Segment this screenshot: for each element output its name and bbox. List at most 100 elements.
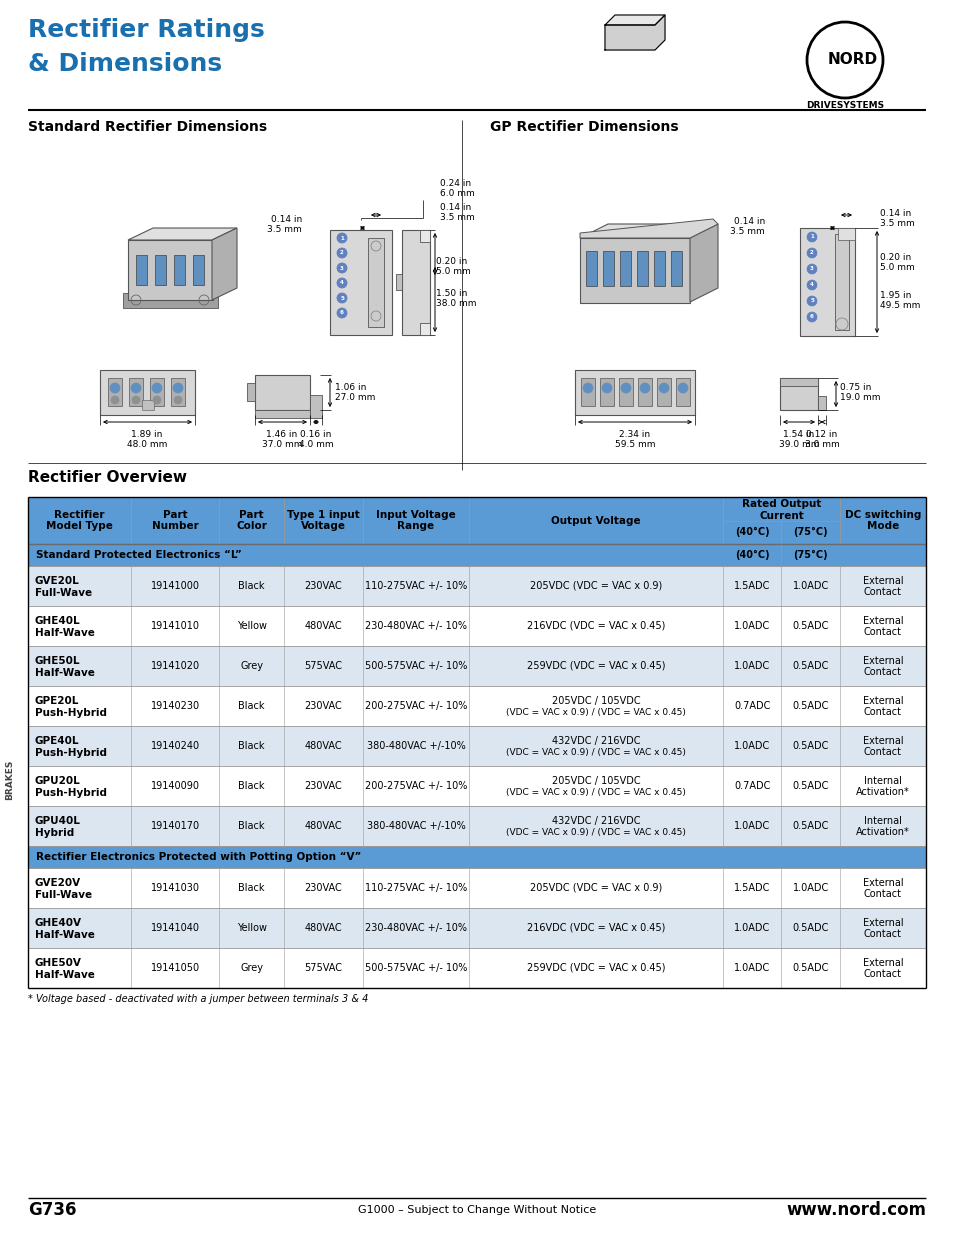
Text: Full-Wave: Full-Wave — [35, 890, 92, 900]
Text: 2: 2 — [809, 251, 813, 256]
Text: (VDC = VAC x 0.9) / (VDC = VAC x 0.45): (VDC = VAC x 0.9) / (VDC = VAC x 0.45) — [505, 747, 685, 757]
Text: 6: 6 — [339, 310, 344, 315]
Text: External: External — [862, 918, 902, 927]
Text: Push-Hybrid: Push-Hybrid — [35, 788, 107, 798]
Text: 205VDC (VDC = VAC x 0.9): 205VDC (VDC = VAC x 0.9) — [529, 883, 661, 893]
Text: 19141020: 19141020 — [151, 661, 199, 671]
Bar — [657, 378, 670, 406]
Text: BRAKES: BRAKES — [6, 760, 14, 800]
Text: Rectifier
Model Type: Rectifier Model Type — [46, 510, 113, 531]
Text: 230VAC: 230VAC — [304, 580, 342, 592]
Text: GHE50L: GHE50L — [35, 656, 80, 666]
Text: Black: Black — [238, 741, 265, 751]
Text: Hybrid: Hybrid — [35, 827, 74, 839]
Text: Push-Hybrid: Push-Hybrid — [35, 748, 107, 758]
Circle shape — [336, 248, 347, 258]
Text: 19140230: 19140230 — [151, 701, 199, 711]
Text: 205VDC / 105VDC: 205VDC / 105VDC — [551, 776, 639, 785]
Bar — [28, 685, 925, 726]
Text: 1.50 in: 1.50 in — [436, 289, 467, 298]
Text: 0.5ADC: 0.5ADC — [792, 741, 828, 751]
Text: www.nord.com: www.nord.com — [785, 1200, 925, 1219]
Text: Contact: Contact — [863, 667, 901, 677]
Text: 59.5 mm: 59.5 mm — [614, 440, 655, 450]
Circle shape — [173, 396, 182, 404]
Text: Activation*: Activation* — [855, 827, 909, 837]
Text: GVE20V: GVE20V — [35, 878, 81, 888]
Bar — [193, 254, 204, 285]
Text: 216VDC (VDC = VAC x 0.45): 216VDC (VDC = VAC x 0.45) — [526, 923, 664, 932]
Text: 432VDC / 216VDC: 432VDC / 216VDC — [551, 736, 639, 746]
Text: Internal: Internal — [863, 816, 901, 826]
Text: 0.14 in: 0.14 in — [271, 215, 302, 225]
Text: External: External — [862, 616, 902, 626]
Text: 0.14 in: 0.14 in — [879, 209, 910, 217]
Circle shape — [131, 383, 141, 393]
Bar — [602, 251, 614, 287]
Text: (75°C): (75°C) — [793, 527, 827, 537]
Text: External: External — [862, 697, 902, 706]
Text: Contact: Contact — [863, 889, 901, 899]
Bar — [580, 378, 595, 406]
Text: 500-575VAC +/- 10%: 500-575VAC +/- 10% — [364, 963, 467, 973]
Text: 480VAC: 480VAC — [304, 821, 342, 831]
Bar — [619, 251, 630, 287]
Bar — [837, 228, 854, 240]
Text: Activation*: Activation* — [855, 787, 909, 797]
Text: External: External — [862, 878, 902, 888]
Text: 4: 4 — [339, 280, 344, 285]
Text: Contact: Contact — [863, 747, 901, 757]
Text: 0.14 in: 0.14 in — [733, 217, 764, 226]
Text: Rectifier Electronics Protected with Potting Option “V”: Rectifier Electronics Protected with Pot… — [36, 852, 361, 862]
Text: 5.0 mm: 5.0 mm — [436, 268, 470, 277]
Text: 1.0ADC: 1.0ADC — [792, 883, 828, 893]
Text: Black: Black — [238, 821, 265, 831]
Text: 200-275VAC +/- 10%: 200-275VAC +/- 10% — [364, 701, 467, 711]
Text: 49.5 mm: 49.5 mm — [879, 300, 920, 310]
Text: 4.0 mm: 4.0 mm — [298, 440, 333, 450]
Text: External: External — [862, 656, 902, 666]
Text: 0.5ADC: 0.5ADC — [792, 821, 828, 831]
Bar — [28, 726, 925, 766]
Bar — [670, 251, 681, 287]
Polygon shape — [604, 15, 664, 25]
Text: GPE40L: GPE40L — [35, 736, 79, 746]
Text: 3: 3 — [339, 266, 344, 270]
Text: 4: 4 — [809, 283, 813, 288]
Text: Standard Protected Electronics “L”: Standard Protected Electronics “L” — [36, 550, 242, 559]
Text: & Dimensions: & Dimensions — [28, 52, 222, 77]
Text: Contact: Contact — [863, 627, 901, 637]
Text: 0.14 in: 0.14 in — [439, 204, 471, 212]
Bar — [28, 846, 925, 868]
Bar — [150, 378, 164, 406]
Text: Contact: Contact — [863, 929, 901, 939]
Text: Contact: Contact — [863, 969, 901, 979]
Text: Half-Wave: Half-Wave — [35, 969, 94, 981]
Circle shape — [111, 396, 119, 404]
Text: Black: Black — [238, 580, 265, 592]
Text: Standard Rectifier Dimensions: Standard Rectifier Dimensions — [28, 120, 267, 135]
Text: Half-Wave: Half-Wave — [35, 930, 94, 940]
Bar — [676, 378, 689, 406]
Circle shape — [172, 383, 183, 393]
Bar — [28, 806, 925, 846]
Text: 2.34 in: 2.34 in — [618, 430, 650, 438]
Text: 1.0ADC: 1.0ADC — [734, 821, 770, 831]
Text: 5: 5 — [339, 295, 344, 300]
Text: 5.0 mm: 5.0 mm — [879, 263, 914, 273]
Text: 19140090: 19140090 — [151, 781, 199, 790]
Bar — [247, 383, 254, 401]
Text: (VDC = VAC x 0.9) / (VDC = VAC x 0.45): (VDC = VAC x 0.9) / (VDC = VAC x 0.45) — [505, 788, 685, 797]
Text: DRIVESYSTEMS: DRIVESYSTEMS — [805, 100, 883, 110]
Circle shape — [152, 396, 161, 404]
Text: GPU40L: GPU40L — [35, 816, 81, 826]
Text: DC switching
Mode: DC switching Mode — [843, 510, 920, 531]
Text: 259VDC (VDC = VAC x 0.45): 259VDC (VDC = VAC x 0.45) — [526, 963, 664, 973]
Text: 0.5ADC: 0.5ADC — [792, 923, 828, 932]
Text: 216VDC (VDC = VAC x 0.45): 216VDC (VDC = VAC x 0.45) — [526, 621, 664, 631]
Text: 0.20 in: 0.20 in — [436, 258, 467, 267]
Text: 480VAC: 480VAC — [304, 741, 342, 751]
Bar — [834, 233, 848, 330]
Text: 575VAC: 575VAC — [304, 963, 342, 973]
Bar — [171, 378, 185, 406]
